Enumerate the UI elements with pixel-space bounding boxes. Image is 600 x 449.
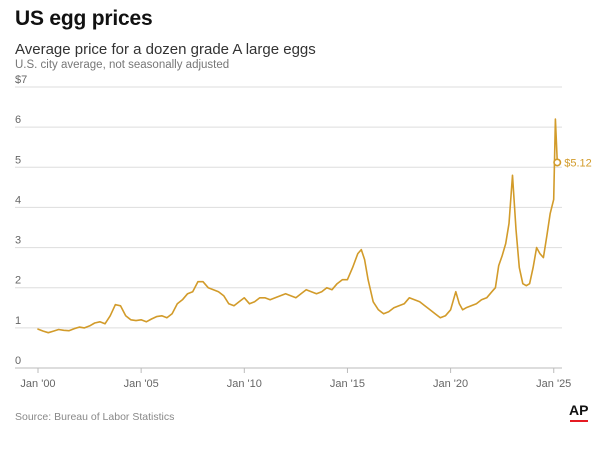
x-tick-label: Jan '25 xyxy=(536,378,571,390)
x-tick-label: Jan '20 xyxy=(433,378,468,390)
y-tick-label: 4 xyxy=(15,194,21,206)
egg-price-line xyxy=(37,118,559,334)
end-value-label: $5.12 xyxy=(564,157,592,169)
ap-logo: AP xyxy=(569,402,589,424)
y-tick-label: 0 xyxy=(15,355,21,367)
y-tick-label: 5 xyxy=(15,154,21,166)
x-tick-label: Jan '00 xyxy=(20,378,55,390)
y-tick-label: 6 xyxy=(15,114,21,126)
chart-title: US egg prices xyxy=(15,7,153,30)
y-axis-labels: 0 1 2 3 4 5 6 $7 xyxy=(15,74,27,367)
x-tick-label: Jan '05 xyxy=(124,378,159,390)
ap-logo-bar xyxy=(570,420,588,422)
end-point-marker xyxy=(553,158,562,167)
chart-subtitle: Average price for a dozen grade A large … xyxy=(15,41,316,58)
end-marker-layer: $5.12 xyxy=(553,157,592,169)
x-tick-label: Jan '10 xyxy=(227,378,262,390)
y-tick-label: 3 xyxy=(15,235,21,247)
y-tick-label: $7 xyxy=(15,74,27,86)
source-note: Source: Bureau of Labor Statistics xyxy=(15,411,175,423)
ap-logo-text: AP xyxy=(569,402,589,418)
chart-note: U.S. city average, not seasonally adjust… xyxy=(15,59,230,71)
series-layer xyxy=(37,118,559,334)
y-tick-label: 1 xyxy=(15,315,21,327)
gridlines xyxy=(15,86,562,329)
x-tick-label: Jan '15 xyxy=(330,378,365,390)
x-axis: Jan '00 Jan '05 Jan '10 Jan '15 Jan '20 Jan '… xyxy=(15,367,571,390)
y-tick-label: 2 xyxy=(15,275,21,287)
